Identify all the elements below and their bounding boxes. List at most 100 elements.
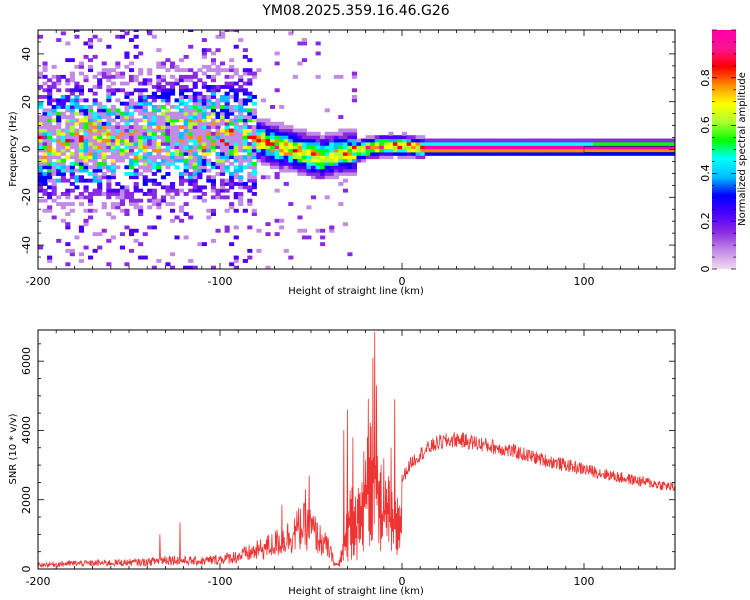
heatmap-cell <box>106 168 112 173</box>
heatmap-cell <box>638 138 644 143</box>
heatmap-cell <box>42 61 48 66</box>
heatmap-cell <box>201 148 207 153</box>
heatmap-cell <box>338 158 344 163</box>
heatmap-cell <box>306 148 312 153</box>
heatmap-cell <box>147 135 153 140</box>
heatmap-cell <box>297 141 303 146</box>
heatmap-cell <box>88 108 94 113</box>
heatmap-cell <box>233 138 239 143</box>
heatmap-cell <box>288 131 294 136</box>
heatmap-cell <box>74 118 80 123</box>
heatmap-cell <box>479 151 485 156</box>
heatmap-cell <box>629 145 635 150</box>
heatmap-cell <box>192 118 198 123</box>
heatmap-cell <box>283 145 289 150</box>
heatmap-cell <box>388 138 394 143</box>
heatmap-cell <box>479 138 485 143</box>
heatmap-cell <box>242 91 248 96</box>
heatmap-cell <box>565 151 571 156</box>
heatmap-cell <box>238 168 244 173</box>
heatmap-cell <box>179 178 185 183</box>
heatmap-cell <box>347 135 353 140</box>
heatmap-cell <box>406 141 412 146</box>
heatmap-cell <box>570 145 576 150</box>
heatmap-cell <box>129 158 135 163</box>
heatmap-cell <box>474 148 480 153</box>
heatmap-cell <box>247 158 253 163</box>
heatmap-cell <box>274 172 280 176</box>
heatmap-cell <box>256 131 262 136</box>
heatmap-cell <box>92 165 98 170</box>
heatmap-cell <box>210 111 216 116</box>
heatmap-cell <box>224 128 230 133</box>
heatmap-cell <box>538 141 544 146</box>
heatmap-cell <box>242 48 248 53</box>
heatmap-cell <box>584 148 590 153</box>
heatmap-cell <box>119 188 125 193</box>
heatmap-cell <box>88 105 94 109</box>
heatmap-cell <box>497 151 503 156</box>
heatmap-cell <box>251 165 257 170</box>
heatmap-cell <box>215 165 221 170</box>
heatmap-cell <box>124 155 130 160</box>
heatmap-cell <box>38 95 44 99</box>
heatmap-cell <box>88 58 94 63</box>
heatmap-cell <box>265 141 271 146</box>
heatmap-cell <box>315 175 321 180</box>
heatmap-cell <box>147 95 153 99</box>
heatmap-cell <box>370 135 376 140</box>
heatmap-cell <box>224 155 230 160</box>
heatmap-cell <box>101 165 107 170</box>
heatmap-cell <box>97 148 103 153</box>
heatmap-cell <box>197 118 203 123</box>
heatmap-cell <box>279 145 285 150</box>
heatmap-cell <box>133 188 139 193</box>
heatmap-cell <box>624 138 630 143</box>
heatmap-cell <box>92 141 98 146</box>
heatmap-cell <box>183 265 189 269</box>
heatmap-cell <box>142 78 148 83</box>
heatmap-cell <box>88 158 94 163</box>
heatmap-cell <box>147 161 153 166</box>
heatmap-cell <box>229 242 235 247</box>
heatmap-cell <box>147 115 153 119</box>
heatmap-cell <box>529 151 535 156</box>
heatmap-cell <box>233 195 239 200</box>
heatmap-cell <box>183 125 189 129</box>
heatmap-cell <box>170 74 176 79</box>
heatmap-cell <box>119 195 125 200</box>
heatmap-cell <box>147 178 153 183</box>
heatmap-cell <box>265 135 271 140</box>
heatmap-cell <box>170 128 176 133</box>
heatmap-cell <box>101 105 107 109</box>
heatmap-cell <box>347 145 353 150</box>
heatmap-cell <box>201 38 207 42</box>
top-xtick-label: -100 <box>208 275 233 288</box>
heatmap-cell <box>192 115 198 119</box>
heatmap-cell <box>279 138 285 143</box>
heatmap-cell <box>224 111 230 116</box>
heatmap-cell <box>147 101 153 106</box>
heatmap-cell <box>88 165 94 170</box>
heatmap-cell <box>88 195 94 200</box>
heatmap-cell <box>124 188 130 193</box>
heatmap-cell <box>329 172 335 176</box>
heatmap-cell <box>106 188 112 193</box>
heatmap-cell <box>297 228 303 233</box>
heatmap-cell <box>229 175 235 180</box>
heatmap-cell <box>224 30 230 32</box>
heatmap-cell <box>210 105 216 109</box>
heatmap-cell <box>520 145 526 150</box>
heatmap-cell <box>56 158 62 163</box>
heatmap-cell <box>179 85 185 89</box>
heatmap-cell <box>270 151 276 156</box>
heatmap-cell <box>106 192 112 196</box>
heatmap-cell <box>188 78 194 83</box>
heatmap-cell <box>74 88 80 93</box>
heatmap-cell <box>229 185 235 190</box>
heatmap-cell <box>74 185 80 190</box>
heatmap-cell <box>101 125 107 129</box>
heatmap-cell <box>342 155 348 160</box>
heatmap-cell <box>151 34 157 39</box>
heatmap-cell <box>51 161 57 166</box>
